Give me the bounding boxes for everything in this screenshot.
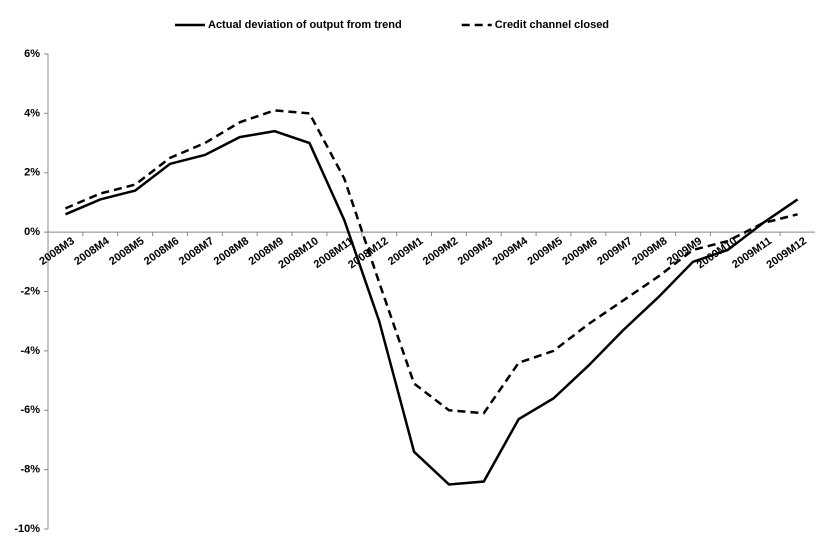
x-tick-label: 2008M7	[177, 235, 216, 268]
series-line	[64, 109, 798, 415]
x-tick-label: 2008M3	[37, 235, 76, 268]
x-tick-label: 2008M4	[72, 235, 112, 268]
y-tick-label: -4%	[20, 345, 40, 357]
y-tick-label: 0%	[24, 226, 40, 238]
x-tick-label: 2009M2	[421, 235, 460, 268]
legend-label: Actual deviation of output from trend	[208, 19, 402, 31]
x-tick-label: 2009M3	[456, 235, 495, 268]
x-tick-label: 2008M6	[142, 235, 181, 268]
y-tick-label: -2%	[20, 285, 40, 297]
y-tick-label: -8%	[20, 464, 40, 476]
x-tick-label: 2009M8	[630, 235, 669, 268]
x-tick-label: 2009M1	[386, 235, 425, 268]
y-tick-label: -10%	[14, 523, 40, 535]
y-tick-label: 6%	[24, 48, 40, 60]
legend-label: Credit channel closed	[495, 19, 609, 31]
y-tick-label: 4%	[24, 107, 40, 119]
x-tick-label: 2009M7	[595, 235, 634, 268]
y-tick-label: -6%	[20, 404, 40, 416]
y-tick-label: 2%	[24, 167, 40, 179]
series-line	[64, 129, 799, 486]
x-tick-label: 2009M12	[764, 235, 808, 271]
x-tick-label: 2008M5	[107, 235, 146, 268]
x-tick-label: 2009M5	[525, 235, 564, 268]
x-tick-label: 2009M4	[491, 235, 531, 268]
x-tick-label: 2008M8	[212, 235, 251, 268]
legend: Actual deviation of output from trend Cre…	[175, 19, 609, 31]
x-tick-label: 2009M6	[560, 235, 599, 268]
